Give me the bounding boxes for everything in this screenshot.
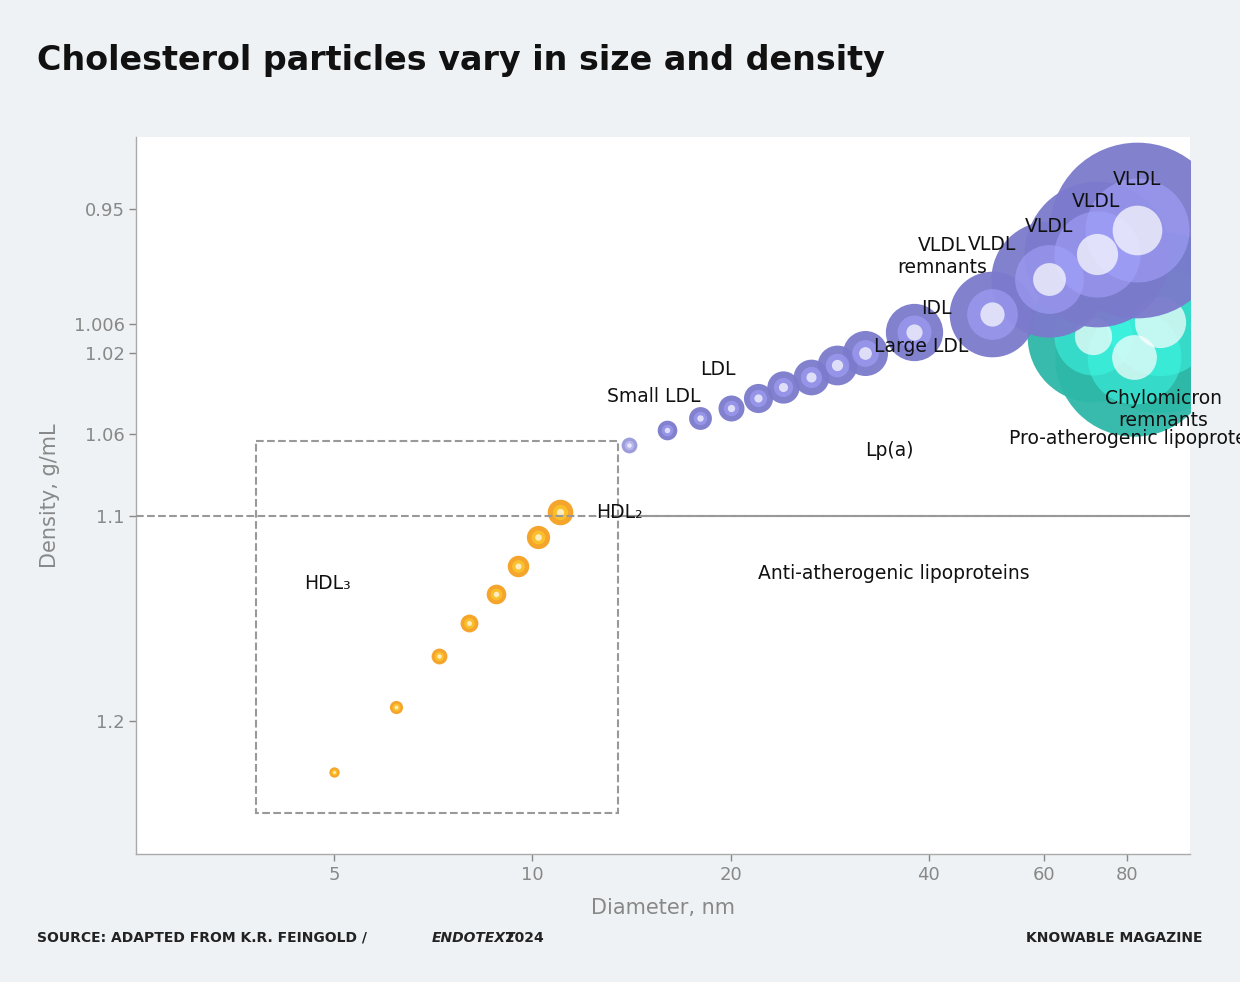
Point <box>549 505 569 520</box>
Point <box>1083 328 1102 344</box>
Point <box>1127 222 1147 238</box>
Point <box>528 529 548 545</box>
Point <box>508 558 528 573</box>
Text: ENDOTEXT: ENDOTEXT <box>432 931 515 945</box>
Point <box>748 390 768 406</box>
Text: HDL₂: HDL₂ <box>596 503 642 521</box>
Point <box>429 648 449 664</box>
Text: Lp(a): Lp(a) <box>864 441 914 461</box>
Point <box>773 379 792 395</box>
Point <box>720 400 740 415</box>
Point <box>1039 271 1059 287</box>
Point <box>528 529 548 545</box>
Point <box>801 369 821 385</box>
Point <box>1086 246 1106 262</box>
Point <box>748 390 768 406</box>
Point <box>325 765 345 781</box>
Point <box>549 505 569 520</box>
Text: Pro-atherogenic lipoproteins: Pro-atherogenic lipoproteins <box>1009 429 1240 448</box>
Point <box>486 586 506 602</box>
Point <box>801 369 821 385</box>
Point <box>827 357 847 373</box>
Point <box>486 586 506 602</box>
Point <box>720 400 740 415</box>
Point <box>1123 349 1143 364</box>
Text: VLDL: VLDL <box>968 236 1017 254</box>
Point <box>904 324 924 340</box>
Point <box>508 558 528 573</box>
Text: SOURCE: ADAPTED FROM K.R. FEINGOLD /: SOURCE: ADAPTED FROM K.R. FEINGOLD / <box>37 931 372 945</box>
Point <box>459 615 479 630</box>
Text: Large LDL: Large LDL <box>874 337 968 355</box>
Point <box>386 699 405 715</box>
Text: LDL: LDL <box>701 360 737 379</box>
Point <box>1083 328 1102 344</box>
Point <box>1151 314 1171 330</box>
Point <box>325 765 345 781</box>
X-axis label: Diameter, nm: Diameter, nm <box>591 898 735 918</box>
Point <box>1123 349 1143 364</box>
Text: VLDL
remnants: VLDL remnants <box>898 236 987 277</box>
Point <box>691 410 711 426</box>
Point <box>528 529 548 545</box>
Point <box>1151 314 1171 330</box>
Point <box>904 324 924 340</box>
Point <box>657 422 677 438</box>
Point <box>720 400 740 415</box>
Point <box>854 345 874 360</box>
Point <box>508 558 528 573</box>
Point <box>1039 271 1059 287</box>
Point <box>619 437 639 453</box>
Point <box>801 369 821 385</box>
Point <box>386 699 405 715</box>
Text: VLDL: VLDL <box>1114 170 1162 189</box>
Text: 2024: 2024 <box>500 931 543 945</box>
Point <box>827 357 847 373</box>
Point <box>657 422 677 438</box>
Point <box>1039 271 1059 287</box>
Point <box>429 648 449 664</box>
Point <box>657 422 677 438</box>
Point <box>459 615 479 630</box>
Point <box>1083 328 1102 344</box>
Point <box>773 379 792 395</box>
Point <box>325 765 345 781</box>
Text: VLDL: VLDL <box>1025 217 1074 236</box>
Point <box>904 324 924 340</box>
Text: Chylomicron
remnants: Chylomicron remnants <box>1105 390 1221 430</box>
Point <box>1086 246 1106 262</box>
Text: KNOWABLE MAGAZINE: KNOWABLE MAGAZINE <box>1027 931 1203 945</box>
Point <box>619 437 639 453</box>
Point <box>459 615 479 630</box>
Point <box>854 345 874 360</box>
Bar <box>255 441 619 813</box>
Point <box>429 648 449 664</box>
Text: Cholesterol particles vary in size and density: Cholesterol particles vary in size and d… <box>37 44 885 78</box>
Point <box>691 410 711 426</box>
Point <box>982 305 1002 321</box>
Point <box>1151 314 1171 330</box>
Text: VLDL: VLDL <box>1073 192 1121 211</box>
Text: IDL: IDL <box>921 299 952 318</box>
Point <box>486 586 506 602</box>
Point <box>982 305 1002 321</box>
Point <box>691 410 711 426</box>
Text: Anti-atherogenic lipoproteins: Anti-atherogenic lipoproteins <box>758 565 1029 583</box>
Point <box>1127 222 1147 238</box>
Point <box>1086 246 1106 262</box>
Text: HDL₃: HDL₃ <box>304 574 351 593</box>
Point <box>549 505 569 520</box>
Point <box>1123 349 1143 364</box>
Point <box>619 437 639 453</box>
Point <box>748 390 768 406</box>
Point <box>827 357 847 373</box>
Point <box>854 345 874 360</box>
Point <box>982 305 1002 321</box>
Point <box>386 699 405 715</box>
Y-axis label: Density, g/mL: Density, g/mL <box>40 423 60 569</box>
Point <box>773 379 792 395</box>
Point <box>1127 222 1147 238</box>
Text: Small LDL: Small LDL <box>608 387 701 406</box>
